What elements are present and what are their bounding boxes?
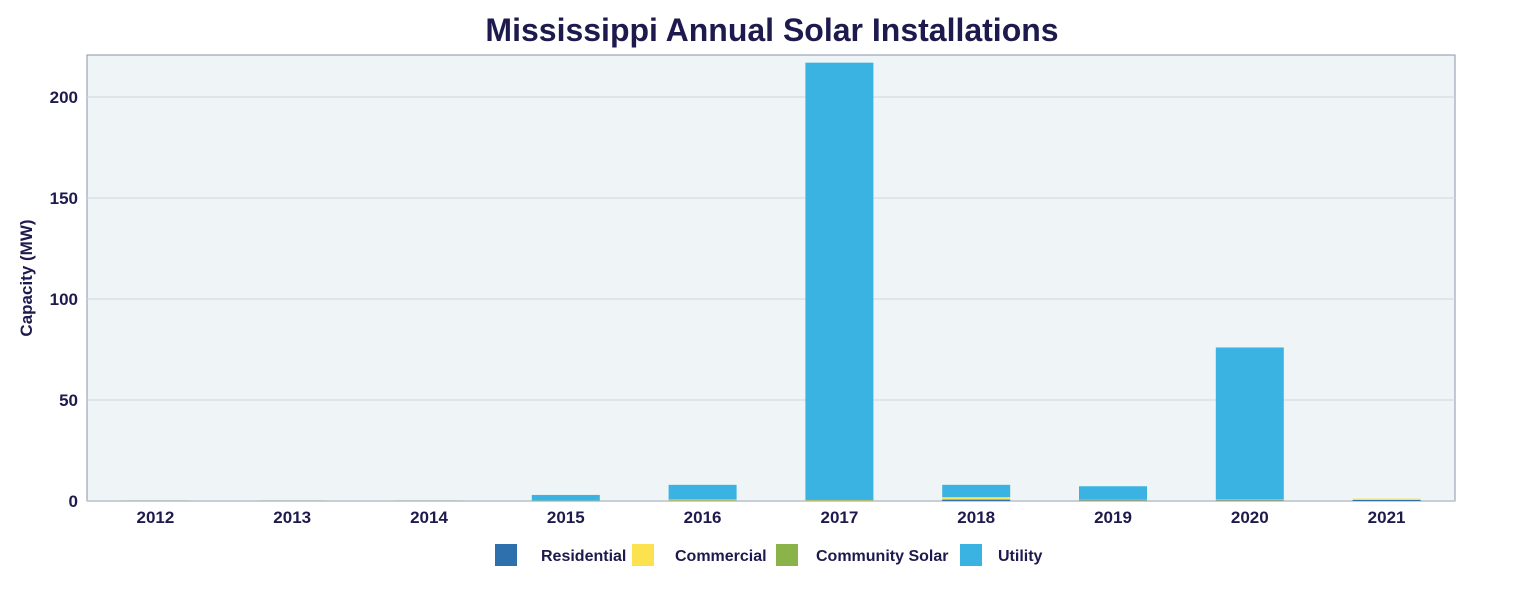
bar-commercial-2016 bbox=[668, 499, 737, 501]
bar-commercial-2018 bbox=[942, 497, 1011, 500]
bar-utility-2018 bbox=[942, 484, 1011, 498]
x-tick-label: 2018 bbox=[957, 508, 995, 527]
legend-label: Residential bbox=[541, 548, 626, 565]
y-tick-label: 0 bbox=[69, 492, 78, 511]
legend-swatch bbox=[776, 544, 798, 566]
x-tick-label: 2017 bbox=[820, 508, 858, 527]
bar-utility-2015 bbox=[531, 494, 600, 501]
y-tick-label: 100 bbox=[50, 290, 78, 309]
x-tick-label: 2014 bbox=[410, 508, 448, 527]
y-tick-label: 50 bbox=[59, 391, 78, 410]
bar-commercial-2020 bbox=[1215, 499, 1284, 501]
x-tick-label: 2020 bbox=[1231, 508, 1269, 527]
legend-swatch bbox=[495, 544, 517, 566]
legend-label: Community Solar bbox=[816, 548, 948, 565]
x-tick-label: 2012 bbox=[136, 508, 174, 527]
y-tick-label: 150 bbox=[50, 189, 78, 208]
legend-label: Commercial bbox=[675, 548, 767, 565]
bar-commercial-2019 bbox=[1079, 499, 1147, 501]
bar-utility-2016 bbox=[668, 484, 737, 500]
bar-commercial-2021 bbox=[1352, 498, 1421, 500]
y-axis-label: Capacity (MW) bbox=[17, 219, 36, 336]
legend-swatch bbox=[960, 544, 982, 566]
x-tick-label: 2016 bbox=[684, 508, 722, 527]
chart-title: Mississippi Annual Solar Installations bbox=[485, 12, 1058, 48]
y-tick-label: 200 bbox=[50, 88, 78, 107]
bar-utility-2017 bbox=[805, 62, 874, 500]
bar-utility-2020 bbox=[1215, 347, 1284, 500]
bar-utility-2019 bbox=[1079, 486, 1147, 500]
legend-label: Utility bbox=[998, 548, 1043, 565]
bar-residential-2018 bbox=[942, 499, 1011, 501]
bar-residential-2019 bbox=[1079, 500, 1147, 501]
x-tick-label: 2015 bbox=[547, 508, 585, 527]
bar-commercial-2017 bbox=[805, 499, 874, 501]
x-tick-label: 2019 bbox=[1094, 508, 1132, 527]
x-tick-label: 2013 bbox=[273, 508, 311, 527]
bar-residential-2021 bbox=[1352, 499, 1421, 501]
bar-residential-2020 bbox=[1215, 500, 1284, 501]
x-tick-label: 2021 bbox=[1368, 508, 1406, 527]
legend-swatch bbox=[632, 544, 654, 566]
